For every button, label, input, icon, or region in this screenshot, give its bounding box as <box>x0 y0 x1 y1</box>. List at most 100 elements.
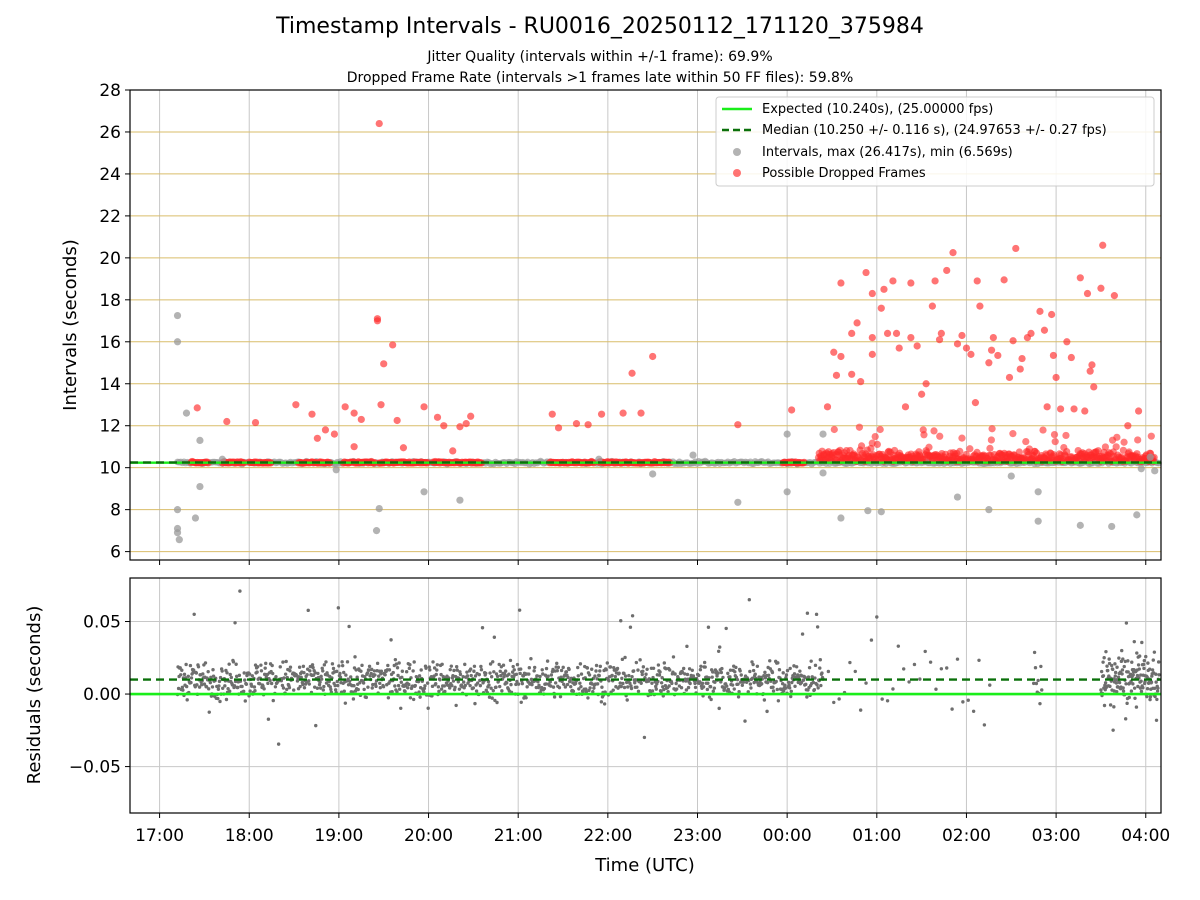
dropped-point <box>1090 383 1098 391</box>
residual-point <box>558 694 563 699</box>
residual-point <box>203 661 208 665</box>
residual-point <box>785 668 790 673</box>
dropped-point <box>1099 241 1107 249</box>
residual-point <box>1132 639 1136 644</box>
dropped-point <box>1016 365 1024 373</box>
residual-point <box>400 669 405 673</box>
residual-point <box>225 671 229 675</box>
residual-point <box>447 686 452 690</box>
residual-point <box>559 668 564 673</box>
dropped-point <box>958 434 966 442</box>
residual-point <box>247 672 252 676</box>
residual-point <box>1148 667 1152 671</box>
interval-point <box>734 498 742 506</box>
residual-point <box>336 683 340 688</box>
residual-point <box>429 674 434 679</box>
residual-point <box>182 672 187 677</box>
residual-point <box>316 671 320 676</box>
residual-point <box>393 684 397 688</box>
dropped-point <box>1081 407 1089 415</box>
residual-point <box>600 685 604 689</box>
residual-point <box>706 681 710 685</box>
residual-point <box>365 671 370 675</box>
residual-point <box>276 742 281 746</box>
residual-point <box>621 681 625 686</box>
residual-point <box>699 664 703 668</box>
residual-point <box>426 706 430 710</box>
residual-point <box>449 664 454 668</box>
residual-point <box>805 611 810 615</box>
dropped-point <box>308 410 316 418</box>
residual-point <box>549 684 553 688</box>
residual-point <box>784 673 789 677</box>
residual-point <box>318 680 322 684</box>
residual-point <box>475 681 480 685</box>
residual-point <box>725 684 729 688</box>
residual-point <box>207 687 211 691</box>
residual-point <box>359 669 363 673</box>
dropped-point <box>399 444 408 452</box>
residual-point <box>369 671 373 676</box>
dropped-point <box>433 413 442 421</box>
residual-point <box>1139 689 1144 694</box>
residual-point <box>461 675 465 679</box>
dropped-point <box>1052 373 1060 382</box>
residual-point <box>594 669 598 673</box>
residual-point <box>338 675 343 679</box>
residual-point <box>488 662 493 666</box>
residual-point <box>789 694 793 699</box>
residual-point <box>306 608 310 613</box>
dropped-point <box>350 409 358 417</box>
residual-point <box>698 667 703 672</box>
residual-point <box>783 683 787 687</box>
interval-point <box>1137 465 1145 473</box>
chart-subtitle-dropped: Dropped Frame Rate (intervals >1 frames … <box>346 70 854 86</box>
residual-point <box>546 674 550 678</box>
residual-point <box>774 679 778 684</box>
residual-point <box>535 674 540 678</box>
residual-point <box>211 674 216 678</box>
residual-point <box>498 684 502 689</box>
residual-point <box>622 671 626 676</box>
xtick-label: 17:00 <box>135 826 184 846</box>
dropped-point <box>1027 329 1035 337</box>
dropped-point <box>889 277 897 285</box>
residual-point <box>708 685 713 689</box>
residual-point <box>1133 696 1137 701</box>
top-ytick-label: 14 <box>99 375 121 395</box>
residual-point <box>434 682 438 686</box>
residual-point <box>489 675 494 679</box>
residual-point <box>1134 705 1139 709</box>
residual-point <box>1108 703 1113 707</box>
residual-point <box>1148 695 1153 699</box>
residual-point <box>1139 679 1143 683</box>
residual-point <box>321 669 325 673</box>
dropped-point <box>895 344 903 352</box>
top-ytick-label: 28 <box>99 81 121 101</box>
residual-point <box>1031 681 1036 686</box>
residual-point <box>662 687 666 692</box>
dropped-point <box>853 319 861 327</box>
residual-point <box>703 665 707 669</box>
residual-point <box>1130 660 1134 664</box>
residual-point <box>492 635 497 639</box>
residual-point <box>530 682 534 687</box>
xtick-label: 03:00 <box>1032 826 1081 846</box>
residual-point <box>586 696 590 700</box>
residual-point <box>250 684 254 688</box>
residual-point <box>722 686 727 691</box>
residual-point <box>566 675 570 680</box>
residual-point <box>590 667 594 671</box>
residual-point <box>627 673 631 678</box>
residual-point <box>746 690 750 694</box>
residual-point <box>1136 684 1140 689</box>
residual-point <box>750 660 754 664</box>
residual-point <box>250 674 254 678</box>
residual-point <box>625 698 629 702</box>
top-ytick-label: 6 <box>110 543 121 563</box>
residual-point <box>383 673 387 677</box>
residual-point <box>501 663 506 667</box>
residual-point <box>367 668 371 672</box>
residual-point <box>453 685 457 690</box>
residual-point <box>548 680 552 684</box>
